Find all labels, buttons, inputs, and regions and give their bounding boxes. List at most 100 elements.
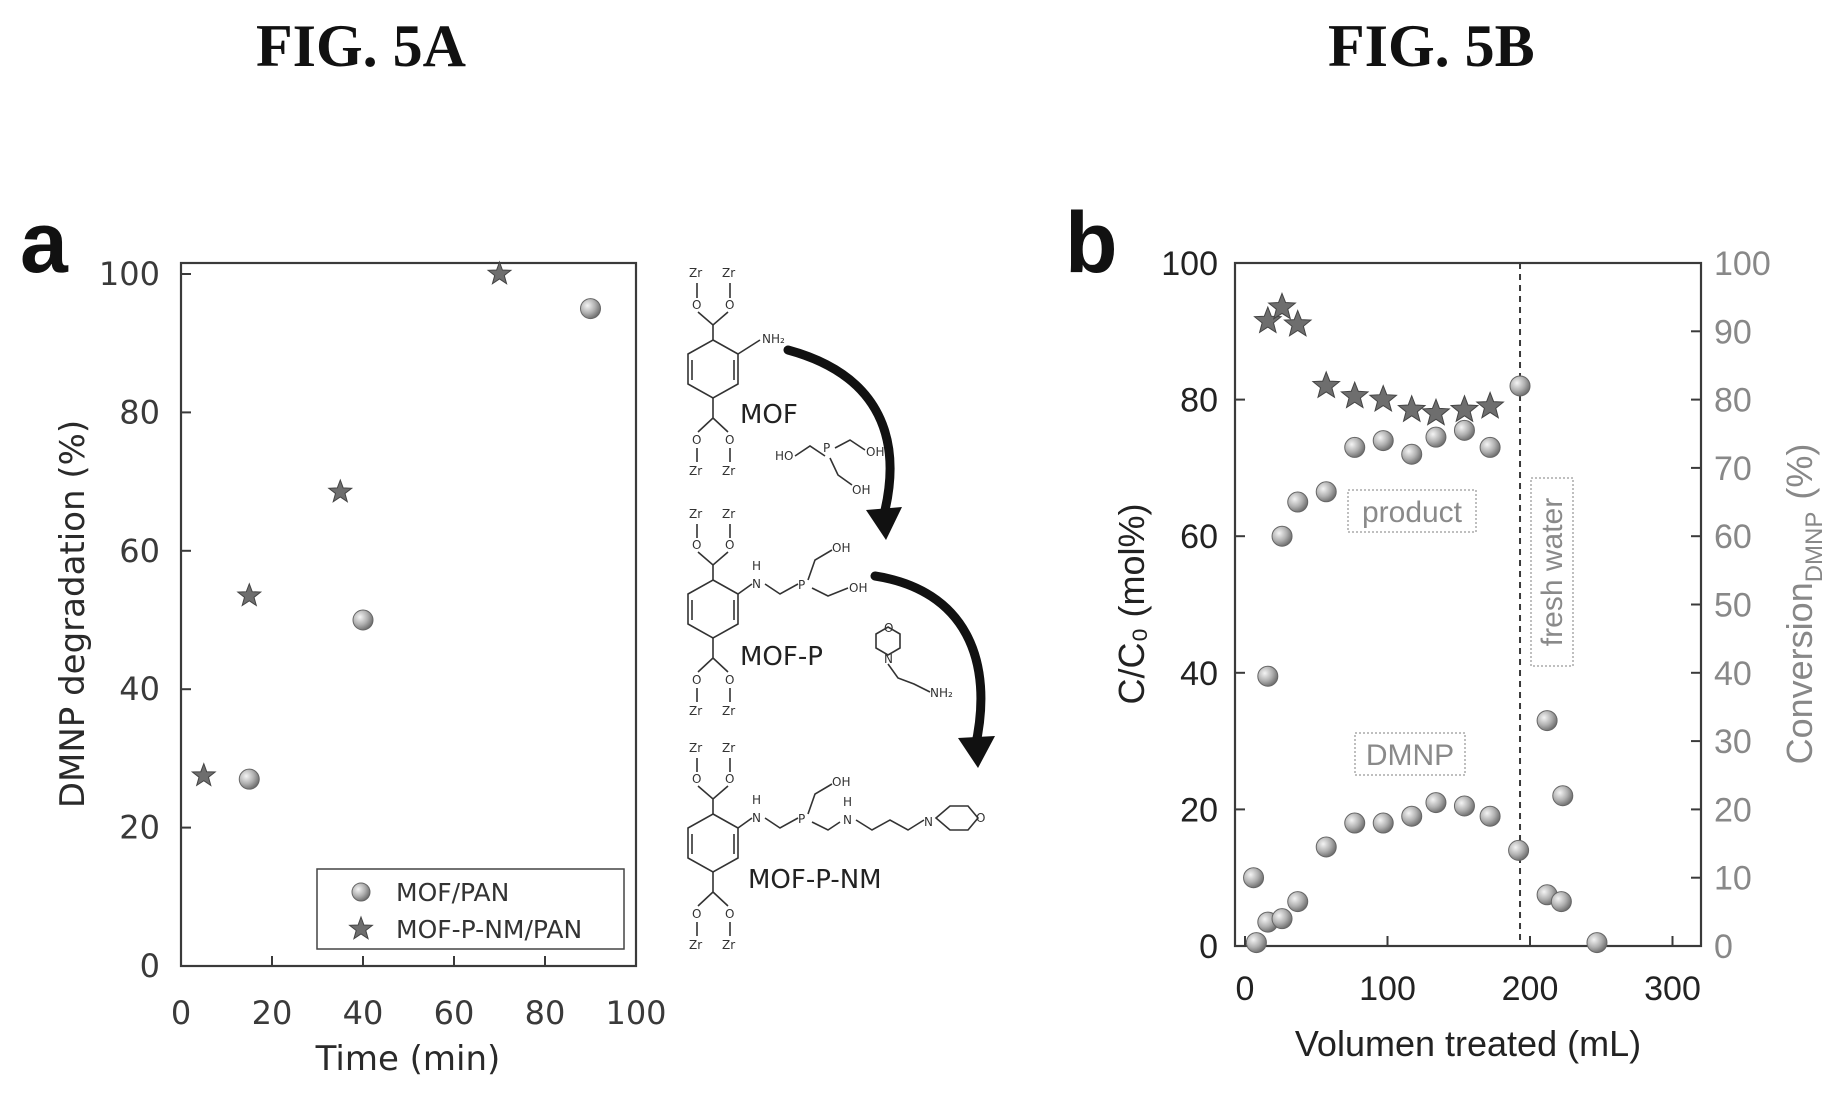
data-point-product xyxy=(1257,665,1279,687)
right-tick-label: 30 xyxy=(1714,723,1752,761)
data-point-product xyxy=(1287,491,1309,513)
atom-o: O xyxy=(884,621,893,635)
scheme-label-mof-p: MOF-P xyxy=(740,642,823,672)
panel-letter-b: b xyxy=(1065,195,1118,291)
data-point-conversion xyxy=(1283,309,1313,337)
scheme-label-mof-p-nm: MOF-P-NM xyxy=(748,865,882,895)
atom-zr: Zr xyxy=(689,266,702,280)
atom-zr: Zr xyxy=(722,507,735,521)
y-tick-label: 40 xyxy=(1180,655,1218,693)
atom-h: H xyxy=(752,793,761,807)
atom-h: H xyxy=(752,559,761,573)
y-tick-label: 60 xyxy=(119,532,160,570)
atom-n: N xyxy=(924,815,933,829)
atom-zr: Zr xyxy=(689,464,702,478)
scheme-label-mof: MOF xyxy=(740,400,798,430)
data-point-mof-pan xyxy=(238,768,260,790)
annotation-product: product xyxy=(1347,489,1477,533)
x-tick-label: 0 xyxy=(171,994,191,1032)
y-tick-label: 40 xyxy=(119,670,160,708)
chart-b-y-axis-title: C/C₀ (mol%) xyxy=(1111,504,1152,705)
data-point-conversion xyxy=(1475,390,1505,419)
atom-oh: OH xyxy=(849,581,867,595)
data-point-DMNP xyxy=(1401,805,1423,827)
chart-b-right-axis-title: ConversionDMNP (%) xyxy=(1779,444,1828,765)
chart-a-x-ticks: 0 20 40 60 80 100 xyxy=(171,956,667,1032)
right-tick-label: 90 xyxy=(1714,313,1752,351)
data-point-conversion xyxy=(1340,380,1370,409)
atom-o: O xyxy=(692,673,701,687)
atom-o: O xyxy=(725,538,734,552)
data-point-DMNP xyxy=(1508,839,1530,861)
y-tick-label: 80 xyxy=(119,393,160,431)
chart-b-marks xyxy=(1243,292,1608,954)
y-tick-label: 80 xyxy=(1180,382,1218,420)
atom-o: O xyxy=(692,433,701,447)
chart-b-right-ticks: 0 10 20 30 40 50 60 70 80 90 100 xyxy=(1691,245,1771,966)
right-tick-label: 0 xyxy=(1714,928,1733,966)
y-tick-label: 20 xyxy=(119,809,160,847)
right-axis-title-sub: DMNP xyxy=(1801,512,1828,583)
data-point-mof-p-nm-pan xyxy=(236,582,263,607)
data-point-product xyxy=(1372,430,1394,452)
atom-p: P xyxy=(823,441,830,455)
y-tick-label: 0 xyxy=(140,947,160,985)
atom-zr: Zr xyxy=(722,741,735,755)
chart-b: 0 100 200 300 0 20 40 60 80 100 0 10 20 30 40 50 60 70 8… xyxy=(1111,245,1828,1064)
right-axis-title-main: Conversion xyxy=(1779,582,1820,764)
right-tick-label: 80 xyxy=(1714,382,1752,420)
data-point-product xyxy=(1453,419,1475,441)
reaction-arrow-2-head xyxy=(958,736,995,768)
atom-oh: OH xyxy=(832,775,850,789)
data-point-DMNP xyxy=(1315,836,1337,858)
data-point-product xyxy=(1586,932,1608,954)
x-tick-label: 300 xyxy=(1644,970,1701,1008)
data-point-product xyxy=(1552,785,1574,807)
data-point-DMNP xyxy=(1453,795,1475,817)
data-point-product xyxy=(1271,525,1293,547)
right-tick-label: 50 xyxy=(1714,587,1752,625)
synthesis-scheme: Zr Zr O O NH₂ O O Zr Zr MOF HO P OH OH xyxy=(687,266,995,952)
atom-o: O xyxy=(725,772,734,786)
atom-n: N xyxy=(752,577,761,591)
x-tick-label: 200 xyxy=(1502,970,1559,1008)
atom-zr: Zr xyxy=(722,464,735,478)
data-point-conversion xyxy=(1267,292,1297,320)
data-point-DMNP xyxy=(1271,908,1293,930)
reagent-thpc: HO P OH OH xyxy=(775,439,884,497)
chart-a-y-ticks: 0 20 40 60 80 100 xyxy=(99,255,191,985)
atom-zr: Zr xyxy=(689,507,702,521)
chart-a-x-axis-title: Time (min) xyxy=(315,1039,501,1079)
data-point-conversion xyxy=(1397,394,1427,423)
data-point-DMNP xyxy=(1245,932,1267,954)
y-tick-label: 60 xyxy=(1180,518,1218,556)
atom-oh: OH xyxy=(852,483,870,497)
right-axis-title-unit: (%) xyxy=(1779,444,1820,500)
data-point-conversion xyxy=(1421,397,1451,426)
data-point-product xyxy=(1536,710,1558,732)
atom-zr: Zr xyxy=(722,266,735,280)
data-point-DMNP xyxy=(1372,812,1394,834)
legend-label-mof-p-nm-pan: MOF-P-NM/PAN xyxy=(396,915,582,944)
right-tick-label: 40 xyxy=(1714,655,1752,693)
chart-b-frame xyxy=(1233,261,1703,948)
atom-o: O xyxy=(692,298,701,312)
data-point-product xyxy=(1401,443,1423,465)
right-tick-label: 20 xyxy=(1714,791,1752,829)
annotation-dmnp: DMNP xyxy=(1354,732,1466,776)
chart-a-y-axis-title: DMNP degradation (%) xyxy=(53,420,93,808)
x-tick-label: 100 xyxy=(605,994,666,1032)
data-point-conversion xyxy=(1311,370,1341,399)
atom-o: O xyxy=(725,673,734,687)
atom-nh2: NH₂ xyxy=(930,686,953,700)
data-point-mof-p-nm-pan xyxy=(190,762,217,787)
figure-title-5b: FIG. 5B xyxy=(1328,13,1535,79)
annotation-product-box xyxy=(1347,489,1477,533)
data-point-DMNP xyxy=(1344,812,1366,834)
annotation-fresh-water: fresh water xyxy=(1530,477,1574,667)
atom-o: O xyxy=(692,907,701,921)
right-tick-label: 100 xyxy=(1714,245,1771,283)
data-point-mof-p-nm-pan xyxy=(486,260,513,285)
data-point-DMNP xyxy=(1243,867,1265,889)
data-point-DMNP xyxy=(1550,891,1572,913)
